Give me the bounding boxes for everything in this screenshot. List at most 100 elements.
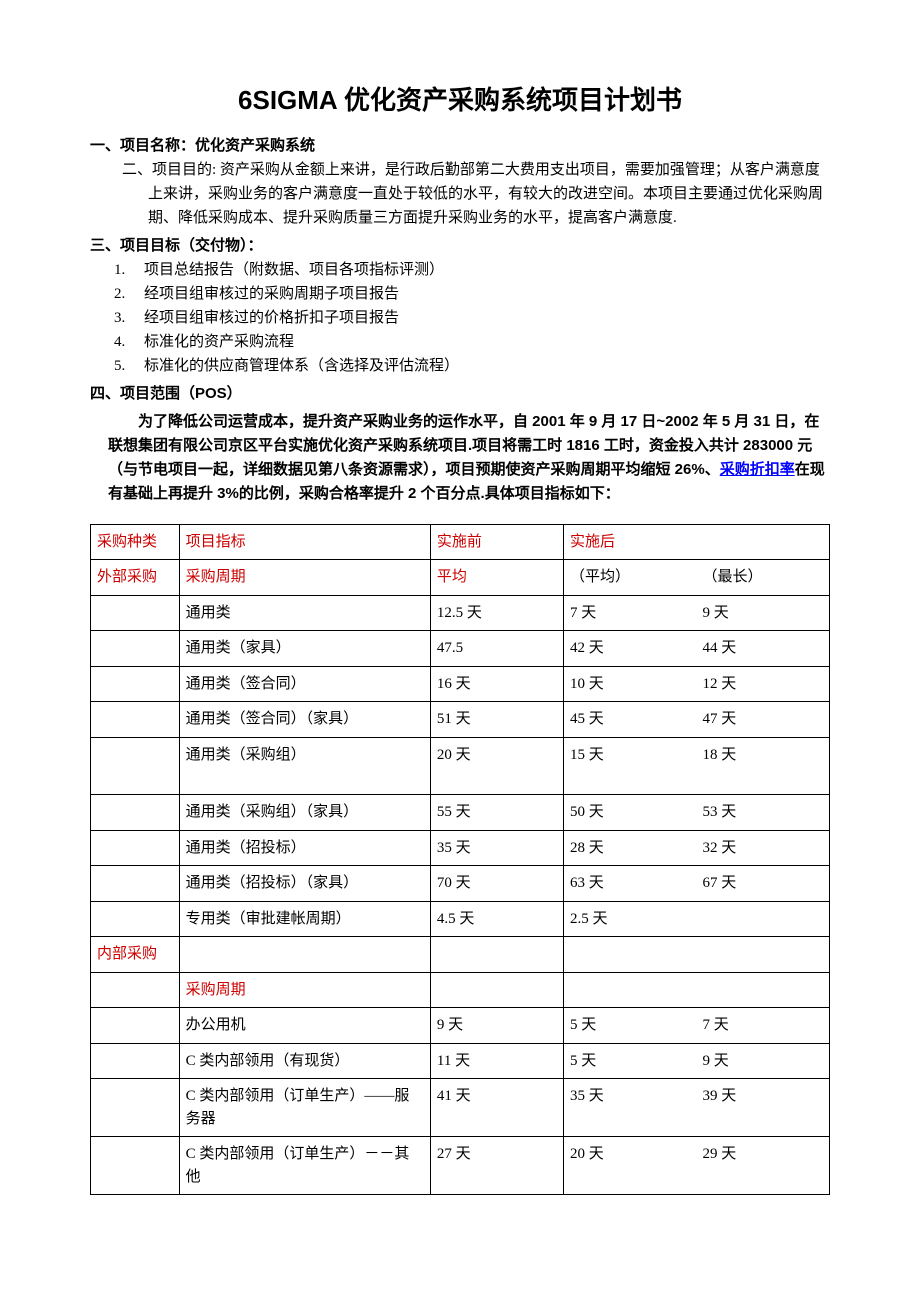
table-row: 通用类（招投标） 35 天 28 天 32 天 xyxy=(91,830,830,866)
section-2-label: 二、项目目的: xyxy=(122,162,216,178)
cell-blank xyxy=(696,972,829,1008)
th-metric: 项目指标 xyxy=(179,524,430,560)
metrics-table: 采购种类 项目指标 实施前 实施后 外部采购 采购周期 平均 （平均） （最长）… xyxy=(90,524,830,1196)
cell-before: 11 天 xyxy=(430,1043,563,1079)
cell-name: 专用类（审批建帐周期） xyxy=(179,901,430,937)
cell-cat xyxy=(91,901,180,937)
cell-before: 51 天 xyxy=(430,702,563,738)
section-1: 一、项目名称：优化资产采购系统 xyxy=(90,134,830,158)
deliverable-2: 2. 经项目组审核过的采购周期子项目报告 xyxy=(90,282,830,306)
th-after: 实施后 xyxy=(563,524,696,560)
cell-cat xyxy=(91,1079,180,1137)
table-row: 通用类（采购组） 20 天 15 天 18 天 xyxy=(91,737,830,795)
cell-avg: 42 天 xyxy=(563,631,696,667)
cell-avg: 35 天 xyxy=(563,1079,696,1137)
section-4: 四、项目范围（POS） xyxy=(90,382,830,406)
cell-blank xyxy=(179,937,430,973)
deliverable-3: 3. 经项目组审核过的价格折扣子项目报告 xyxy=(90,306,830,330)
cell-cat xyxy=(91,595,180,631)
cell-max: 9 天 xyxy=(696,595,829,631)
cell-before: 9 天 xyxy=(430,1008,563,1044)
scope-text-before: 为了降低公司运营成本，提升资产采购业务的运作水平，自 2001 年 9 月 17… xyxy=(108,413,819,478)
table-row: 通用类（招投标）（家具） 70 天 63 天 67 天 xyxy=(91,866,830,902)
cell-avg: 2.5 天 xyxy=(563,901,696,937)
scope-link[interactable]: 采购折扣率 xyxy=(720,461,795,478)
cell-avg: 15 天 xyxy=(563,737,696,795)
deliverable-4: 4. 标准化的资产采购流程 xyxy=(90,330,830,354)
cell-max: 18 天 xyxy=(696,737,829,795)
cell-cat xyxy=(91,631,180,667)
cell-name: 办公用机 xyxy=(179,1008,430,1044)
section-1-text: 优化资产采购系统 xyxy=(195,137,315,154)
deliverable-5: 5. 标准化的供应商管理体系（含选择及评估流程） xyxy=(90,354,830,378)
table-header-row: 采购种类 项目指标 实施前 实施后 xyxy=(91,524,830,560)
cell-before: 4.5 天 xyxy=(430,901,563,937)
max-after-label: （最长） xyxy=(696,560,829,596)
cell-avg: 7 天 xyxy=(563,595,696,631)
avg-before-label: 平均 xyxy=(430,560,563,596)
int-cycle-label: 采购周期 xyxy=(179,972,430,1008)
cell-cat xyxy=(91,702,180,738)
cell-avg: 5 天 xyxy=(563,1008,696,1044)
th-before: 实施前 xyxy=(430,524,563,560)
cell-avg: 63 天 xyxy=(563,866,696,902)
avg-after-label: （平均） xyxy=(563,560,696,596)
section-2-text: 资产采购从金额上来讲，是行政后勤部第二大费用支出项目，需要加强管理；从客户满意度… xyxy=(148,162,823,226)
cell-blank xyxy=(563,972,696,1008)
cell-before: 70 天 xyxy=(430,866,563,902)
section-1-label: 一、项目名称： xyxy=(90,137,195,154)
cell-avg: 50 天 xyxy=(563,795,696,831)
cell-avg: 10 天 xyxy=(563,666,696,702)
cell-name: C 类内部领用（有现货） xyxy=(179,1043,430,1079)
cell-avg: 5 天 xyxy=(563,1043,696,1079)
cell-avg: 28 天 xyxy=(563,830,696,866)
cell-before: 41 天 xyxy=(430,1079,563,1137)
cell-name: C 类内部领用（订单生产）——服务器 xyxy=(179,1079,430,1137)
table-row: 办公用机 9 天 5 天 7 天 xyxy=(91,1008,830,1044)
table-subheader-row: 外部采购 采购周期 平均 （平均） （最长） xyxy=(91,560,830,596)
document-title: 6SIGMA 优化资产采购系统项目计划书 xyxy=(90,80,830,122)
deliverable-1: 1. 项目总结报告（附数据、项目各项指标评测） xyxy=(90,258,830,282)
cell-name: 通用类（签合同）（家具） xyxy=(179,702,430,738)
cell-max: 47 天 xyxy=(696,702,829,738)
cell-cat xyxy=(91,1043,180,1079)
cell-name: 通用类（招投标） xyxy=(179,830,430,866)
cell-blank xyxy=(91,972,180,1008)
cell-name: 通用类（家具） xyxy=(179,631,430,667)
cell-max: 53 天 xyxy=(696,795,829,831)
cell-cat xyxy=(91,666,180,702)
cell-name: 通用类（招投标）（家具） xyxy=(179,866,430,902)
cell-blank xyxy=(563,937,696,973)
section-3: 三、项目目标（交付物）： xyxy=(90,234,830,258)
cell-blank xyxy=(696,937,829,973)
cell-max: 7 天 xyxy=(696,1008,829,1044)
cell-cat xyxy=(91,1137,180,1195)
cell-max: 9 天 xyxy=(696,1043,829,1079)
int-label: 内部采购 xyxy=(91,937,180,973)
cell-cat xyxy=(91,830,180,866)
cell-before: 27 天 xyxy=(430,1137,563,1195)
table-row: 通用类 12.5 天 7 天 9 天 xyxy=(91,595,830,631)
cell-cat xyxy=(91,1008,180,1044)
cell-name: 通用类（签合同） xyxy=(179,666,430,702)
cell-max: 29 天 xyxy=(696,1137,829,1195)
cell-before: 12.5 天 xyxy=(430,595,563,631)
section-2: 二、项目目的: 资产采购从金额上来讲，是行政后勤部第二大费用支出项目，需要加强管… xyxy=(90,158,830,230)
cell-name: 通用类 xyxy=(179,595,430,631)
table-internal-row: 内部采购 xyxy=(91,937,830,973)
cell-avg: 45 天 xyxy=(563,702,696,738)
table-row: 通用类（签合同） 16 天 10 天 12 天 xyxy=(91,666,830,702)
table-row: C 类内部领用（订单生产）－－其他 27 天 20 天 29 天 xyxy=(91,1137,830,1195)
cell-before: 55 天 xyxy=(430,795,563,831)
cell-name: 通用类（采购组） xyxy=(179,737,430,795)
cell-max xyxy=(696,901,829,937)
table-row: C 类内部领用（有现货） 11 天 5 天 9 天 xyxy=(91,1043,830,1079)
cell-blank xyxy=(430,972,563,1008)
cycle-label: 采购周期 xyxy=(179,560,430,596)
scope-paragraph: 为了降低公司运营成本，提升资产采购业务的运作水平，自 2001 年 9 月 17… xyxy=(90,410,830,506)
cell-before: 35 天 xyxy=(430,830,563,866)
cell-cat xyxy=(91,866,180,902)
cell-blank xyxy=(430,937,563,973)
th-after-blank xyxy=(696,524,829,560)
cell-max: 39 天 xyxy=(696,1079,829,1137)
